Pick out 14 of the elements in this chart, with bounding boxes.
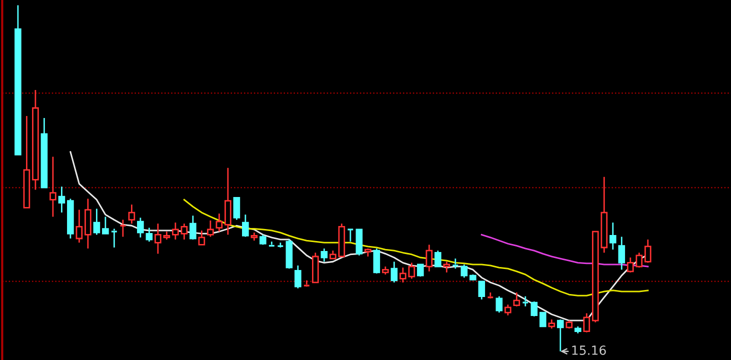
candlestick [76, 209, 83, 244]
candlestick [84, 198, 92, 250]
candlestick [224, 167, 232, 236]
candlestick [110, 228, 118, 248]
candlestick [154, 222, 162, 254]
candlestick [443, 260, 450, 274]
candlestick [32, 89, 39, 190]
candlestick [618, 236, 626, 270]
candlestick [58, 186, 66, 214]
candlestick [609, 222, 616, 250]
candlestick [50, 156, 56, 218]
candlestick [426, 244, 433, 272]
annotation: 15.16 [572, 346, 606, 355]
candlestick [119, 219, 126, 238]
